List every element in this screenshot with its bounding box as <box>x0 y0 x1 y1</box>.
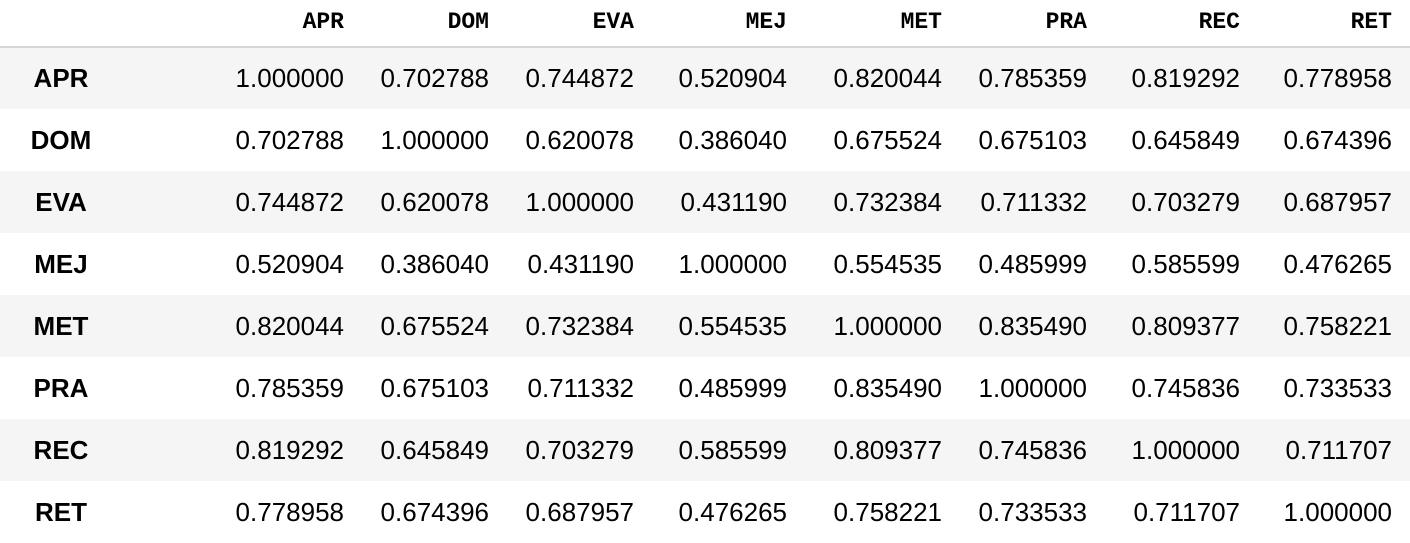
table-cell: 0.835490 <box>978 310 1087 341</box>
table-cell: 1.000000 <box>833 310 942 341</box>
table-cell: 0.687957 <box>1283 186 1392 217</box>
table-cell: 1.000000 <box>678 248 787 279</box>
table-cell: 0.645849 <box>380 434 489 465</box>
table-cell: 0.703279 <box>1131 186 1240 217</box>
table-cell: 0.809377 <box>1131 310 1240 341</box>
table-cell: 0.554535 <box>678 310 787 341</box>
table-cell: 0.476265 <box>678 496 787 527</box>
table-cell: 0.819292 <box>235 434 344 465</box>
row-index-label: RET <box>35 496 87 527</box>
table-cell: 0.431190 <box>680 186 787 217</box>
column-header: RET <box>1258 0 1410 48</box>
table-cell: 0.675103 <box>380 372 489 403</box>
row-index-label: MEJ <box>34 248 88 279</box>
table-cell: 0.703279 <box>525 434 634 465</box>
table-cell: 0.485999 <box>678 372 787 403</box>
table-cell: 0.785359 <box>978 63 1087 93</box>
column-header: REC <box>1105 0 1258 48</box>
table-cell: 0.554535 <box>833 248 942 279</box>
table-cell: 0.520904 <box>235 248 344 279</box>
table-cell: 0.620078 <box>525 124 634 155</box>
table-cell: 0.711332 <box>980 186 1087 217</box>
table-cell: 0.711332 <box>527 372 634 403</box>
table-cell: 0.386040 <box>380 248 489 279</box>
table-cell: 0.778958 <box>1283 63 1392 93</box>
table-cell: 0.674396 <box>1283 124 1392 155</box>
table-cell: 1.000000 <box>525 186 634 217</box>
table-cell: 0.758221 <box>833 496 942 527</box>
column-header: APR <box>122 0 362 48</box>
table-cell: 0.733533 <box>978 496 1087 527</box>
header-corner <box>0 0 122 48</box>
column-header: MEJ <box>652 0 805 48</box>
table-cell: 0.809377 <box>833 434 942 465</box>
table-row: PRA 0.785359 0.675103 0.711332 0.485999 0.835… <box>0 357 1410 419</box>
table-row: MET 0.820044 0.675524 0.732384 0.554535 1.000… <box>0 295 1410 357</box>
table-cell: 0.520904 <box>678 63 787 93</box>
table-cell: 0.744872 <box>525 63 634 93</box>
table-cell: 0.386040 <box>678 124 787 155</box>
table-cell: 0.835490 <box>833 372 942 403</box>
table-cell: 0.820044 <box>833 63 942 93</box>
table-cell: 0.778958 <box>235 496 344 527</box>
table-body: APR 1.000000 0.702788 0.744872 0.520904 0.820… <box>0 47 1410 543</box>
table-cell: 1.000000 <box>380 124 489 155</box>
table-row: DOM 0.702788 1.000000 0.620078 0.386040 0.675… <box>0 109 1410 171</box>
table-cell: 1.000000 <box>1131 434 1240 465</box>
table-cell: 0.745836 <box>1131 372 1240 403</box>
table-cell: 0.476265 <box>1283 248 1392 279</box>
table-row: EVA 0.744872 0.620078 1.000000 0.431190 0.732… <box>0 171 1410 233</box>
table-cell: 0.732384 <box>833 186 942 217</box>
column-header: PRA <box>960 0 1105 48</box>
table-cell: 0.711707 <box>1285 434 1392 465</box>
table-cell: 0.702788 <box>380 63 489 93</box>
table-cell: 0.733533 <box>1283 372 1392 403</box>
row-index-label: MET <box>33 310 89 341</box>
table-header: APR DOM EVA MEJ MET PRA REC RET <box>0 0 1410 48</box>
table-row: RET 0.778958 0.674396 0.687957 0.476265 0.758… <box>0 481 1410 543</box>
row-index-label: DOM <box>30 124 92 155</box>
table-cell: 0.675524 <box>833 124 942 155</box>
row-index-label: REC <box>33 434 89 465</box>
table-cell: 0.785359 <box>235 372 344 403</box>
table-cell: 0.744872 <box>235 186 344 217</box>
table-cell: 0.820044 <box>235 310 344 341</box>
row-index-label: PRA <box>33 372 89 403</box>
table-cell: 1.000000 <box>235 63 344 93</box>
table-cell: 0.675103 <box>978 124 1087 155</box>
table-cell: 0.819292 <box>1131 63 1240 93</box>
table-cell: 0.732384 <box>525 310 634 341</box>
column-header: MET <box>805 0 960 48</box>
row-index-label: APR <box>33 63 89 93</box>
table-row: MEJ 0.520904 0.386040 0.431190 1.000000 0.554… <box>0 233 1410 295</box>
table-cell: 0.711707 <box>1133 496 1240 527</box>
table-cell: 0.585599 <box>1131 248 1240 279</box>
table-cell: 0.485999 <box>978 248 1087 279</box>
table-cell: 0.645849 <box>1131 124 1240 155</box>
row-index-label: EVA <box>35 186 87 217</box>
table-cell: 0.675524 <box>380 310 489 341</box>
table-cell: 0.702788 <box>235 124 344 155</box>
header-row: APR DOM EVA MEJ MET PRA REC RET <box>0 0 1410 48</box>
column-header: DOM <box>362 0 507 48</box>
table-row: APR 1.000000 0.702788 0.744872 0.520904 0.820… <box>0 47 1410 109</box>
table-cell: 0.585599 <box>678 434 787 465</box>
table-cell: 1.000000 <box>1283 496 1392 527</box>
table-row: REC 0.819292 0.645849 0.703279 0.585599 0.809… <box>0 419 1410 481</box>
table-cell: 1.000000 <box>978 372 1087 403</box>
table-cell: 0.620078 <box>380 186 489 217</box>
table-cell: 0.431190 <box>527 248 634 279</box>
table-cell: 0.674396 <box>380 496 489 527</box>
table-cell: 0.758221 <box>1283 310 1392 341</box>
table-cell: 0.745836 <box>978 434 1087 465</box>
column-header: EVA <box>507 0 652 48</box>
table-cell: 0.687957 <box>525 496 634 527</box>
